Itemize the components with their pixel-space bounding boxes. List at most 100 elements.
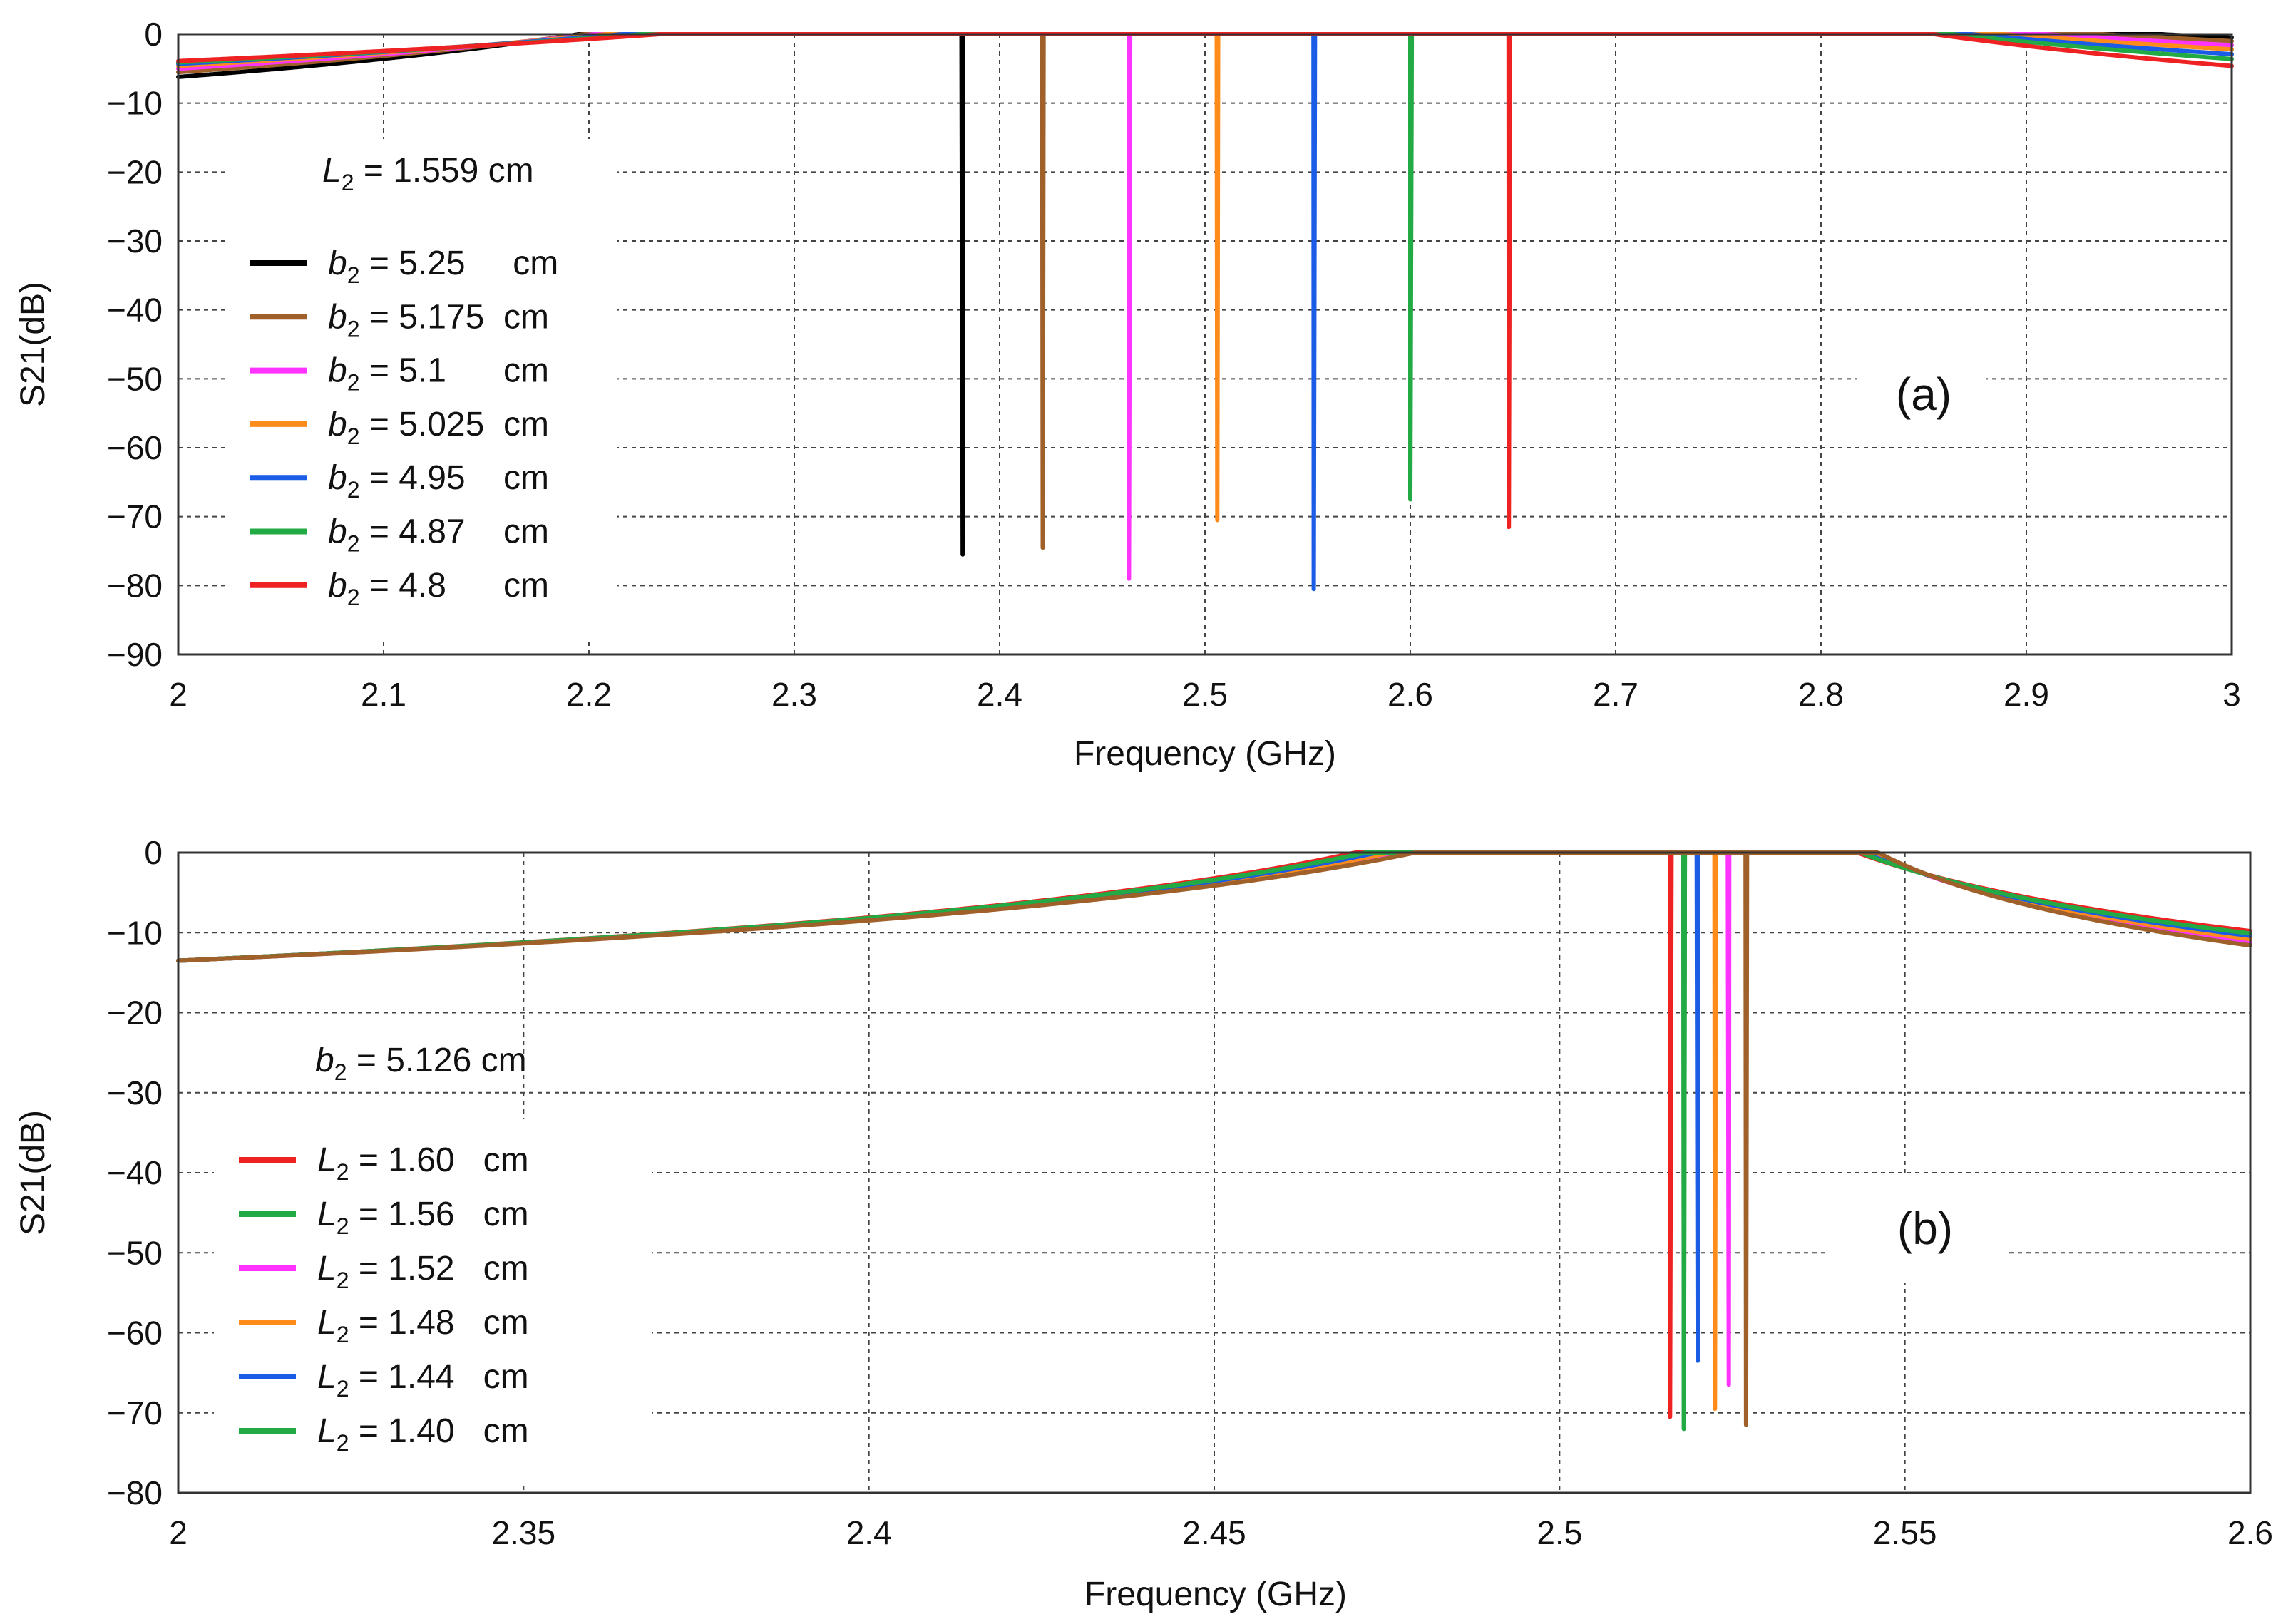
legend-sub: 2 — [347, 477, 360, 503]
y-tick-label: 0 — [144, 834, 163, 871]
x-tick-label: 2.35 — [492, 1514, 556, 1551]
legend-text: = 4.95 cm — [360, 459, 549, 497]
x-tick-label: 2.6 — [1387, 676, 1433, 713]
x-tick-label: 2.5 — [1537, 1514, 1582, 1551]
legend-var: b — [328, 406, 347, 443]
annotation-b-text: = 5.126 cm — [347, 1042, 527, 1079]
annotation-a-var: L — [322, 152, 342, 190]
legend-sub: 2 — [347, 316, 360, 341]
chart-panel-a: 0 −10 −20 −30 −40 −50 −60 −70 −80 −90 2 2.1 2.2 2.3 2… — [14, 16, 2241, 773]
legend-text: = 5.1 cm — [360, 352, 549, 390]
legend-var: L — [317, 1196, 337, 1233]
legend-text: = 4.8 cm — [360, 567, 549, 605]
x-axis-ticks-a: 2 2.1 2.2 2.3 2.4 2.5 2.6 2.7 2.8 2.9 3 — [169, 676, 2241, 713]
legend-entry: L2 = 1.52 cm — [317, 1250, 529, 1293]
x-axis-label-a: Frequency (GHz) — [1074, 735, 1336, 773]
legend-entry: b2 = 5.025 cm — [328, 406, 549, 449]
y-tick-label: −30 — [107, 1074, 163, 1111]
legend-entry: L2 = 1.48 cm — [317, 1304, 529, 1347]
x-axis-label-b: Frequency (GHz) — [1084, 1576, 1347, 1613]
legend-entry: b2 = 4.87 cm — [328, 513, 549, 557]
legend-entry: L2 = 1.40 cm — [317, 1412, 529, 1456]
chart-panel-b: 0 −10 −20 −30 −40 −50 −60 −70 −80 2 2.35 2.4 2.45 2.… — [14, 834, 2273, 1613]
x-tick-label: 2.4 — [846, 1514, 892, 1551]
y-tick-label: −70 — [107, 1394, 163, 1432]
legend-entry: b2 = 4.95 cm — [328, 459, 549, 503]
series-group-b — [176, 850, 2252, 1432]
legend-sub: 2 — [337, 1213, 349, 1239]
x-tick-label: 2.8 — [1798, 676, 1844, 713]
x-tick-label: 2 — [169, 1514, 188, 1551]
x-tick-label: 2.4 — [977, 676, 1022, 713]
y-tick-label: −50 — [107, 1234, 163, 1271]
y-tick-label: −30 — [107, 222, 163, 259]
annotation-a: L2 = 1.559 cm — [322, 152, 534, 195]
legend-sub: 2 — [337, 1430, 349, 1456]
legend-text: = 1.56 cm — [349, 1196, 529, 1233]
legend-text: = 1.52 cm — [349, 1250, 529, 1288]
legend-sub: 2 — [347, 370, 360, 396]
legend-var: L — [317, 1250, 337, 1288]
legend-text: = 5.25 cm — [360, 245, 559, 282]
y-tick-label: −20 — [107, 995, 163, 1032]
panel-label-background-b — [1829, 1176, 2007, 1283]
legend-sub: 2 — [347, 531, 360, 557]
legend-text: = 1.60 cm — [349, 1141, 529, 1179]
annotation-b: b2 = 5.126 cm — [315, 1042, 527, 1085]
y-tick-label: −90 — [107, 636, 163, 673]
legend-entry: L2 = 1.56 cm — [317, 1196, 529, 1239]
legend-entry: L2 = 1.44 cm — [317, 1358, 529, 1402]
annotation-b-sub: 2 — [334, 1059, 347, 1085]
legend-text: = 1.44 cm — [349, 1358, 529, 1396]
annotation-a-text: = 1.559 cm — [354, 152, 534, 190]
legend-entry: b2 = 5.1 cm — [328, 352, 549, 396]
legend-text: = 5.175 cm — [360, 298, 549, 336]
y-tick-label: −60 — [107, 1315, 163, 1352]
legend-var: L — [317, 1304, 337, 1342]
legend-sub: 2 — [347, 262, 360, 288]
y-tick-label: 0 — [144, 16, 163, 53]
y-tick-label: −10 — [107, 85, 163, 122]
legend-background-a — [228, 139, 617, 638]
plot-frame-b — [177, 851, 2252, 1494]
legend-var: L — [317, 1141, 337, 1179]
x-tick-label: 2.2 — [566, 676, 612, 713]
panel-label-background-a — [1857, 335, 1986, 442]
legend-sub: 2 — [347, 423, 360, 449]
x-tick-label: 2.55 — [1873, 1514, 1937, 1551]
legend-entry: b2 = 5.175 cm — [328, 298, 549, 341]
y-tick-label: −20 — [107, 153, 163, 190]
y-tick-label: −50 — [107, 360, 163, 397]
plot-frame-a — [177, 33, 2233, 656]
legend-background-b — [214, 1119, 652, 1483]
y-tick-label: −70 — [107, 498, 163, 535]
y-axis-label-a: S21(dB) — [14, 282, 52, 407]
y-tick-label: −40 — [107, 1154, 163, 1191]
x-tick-label: 2.1 — [361, 676, 406, 713]
x-axis-ticks-b: 2 2.35 2.4 2.45 2.5 2.55 2.6 — [169, 1514, 2273, 1551]
legend-var: b — [328, 245, 347, 282]
legend-var: b — [328, 567, 347, 605]
y-axis-label-b: S21(dB) — [14, 1110, 52, 1235]
legend-var: b — [328, 513, 347, 551]
series-line — [176, 850, 2252, 1427]
x-tick-label: 2.7 — [1593, 676, 1638, 713]
legend-text: = 1.48 cm — [349, 1304, 529, 1342]
legend-sub: 2 — [347, 585, 360, 610]
y-tick-label: −40 — [107, 292, 163, 329]
legend-sub: 2 — [337, 1376, 349, 1402]
y-tick-label: −60 — [107, 429, 163, 466]
y-tick-label: −80 — [107, 1474, 163, 1511]
legend-var: L — [317, 1358, 337, 1396]
y-tick-label: −80 — [107, 567, 163, 604]
y-tick-label: −10 — [107, 914, 163, 951]
x-tick-label: 2.3 — [771, 676, 817, 713]
x-tick-label: 2.45 — [1182, 1514, 1246, 1551]
legend-text: = 4.87 cm — [360, 513, 549, 551]
annotation-b-var: b — [315, 1042, 334, 1079]
legend-var: b — [328, 298, 347, 336]
y-axis-ticks-a: 0 −10 −20 −30 −40 −50 −60 −70 −80 −90 — [107, 16, 163, 673]
